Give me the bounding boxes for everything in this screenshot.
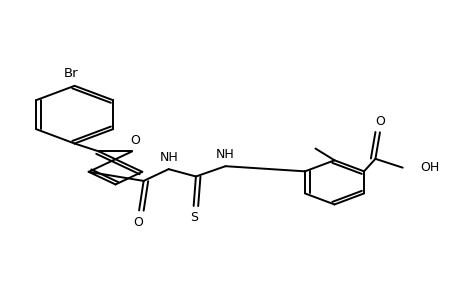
Text: Br: Br (63, 67, 78, 80)
Text: O: O (374, 115, 384, 128)
Text: S: S (189, 211, 197, 224)
Text: O: O (130, 134, 140, 147)
Text: OH: OH (419, 161, 438, 174)
Text: NH: NH (159, 151, 178, 164)
Text: O: O (133, 216, 142, 229)
Text: NH: NH (216, 148, 235, 161)
